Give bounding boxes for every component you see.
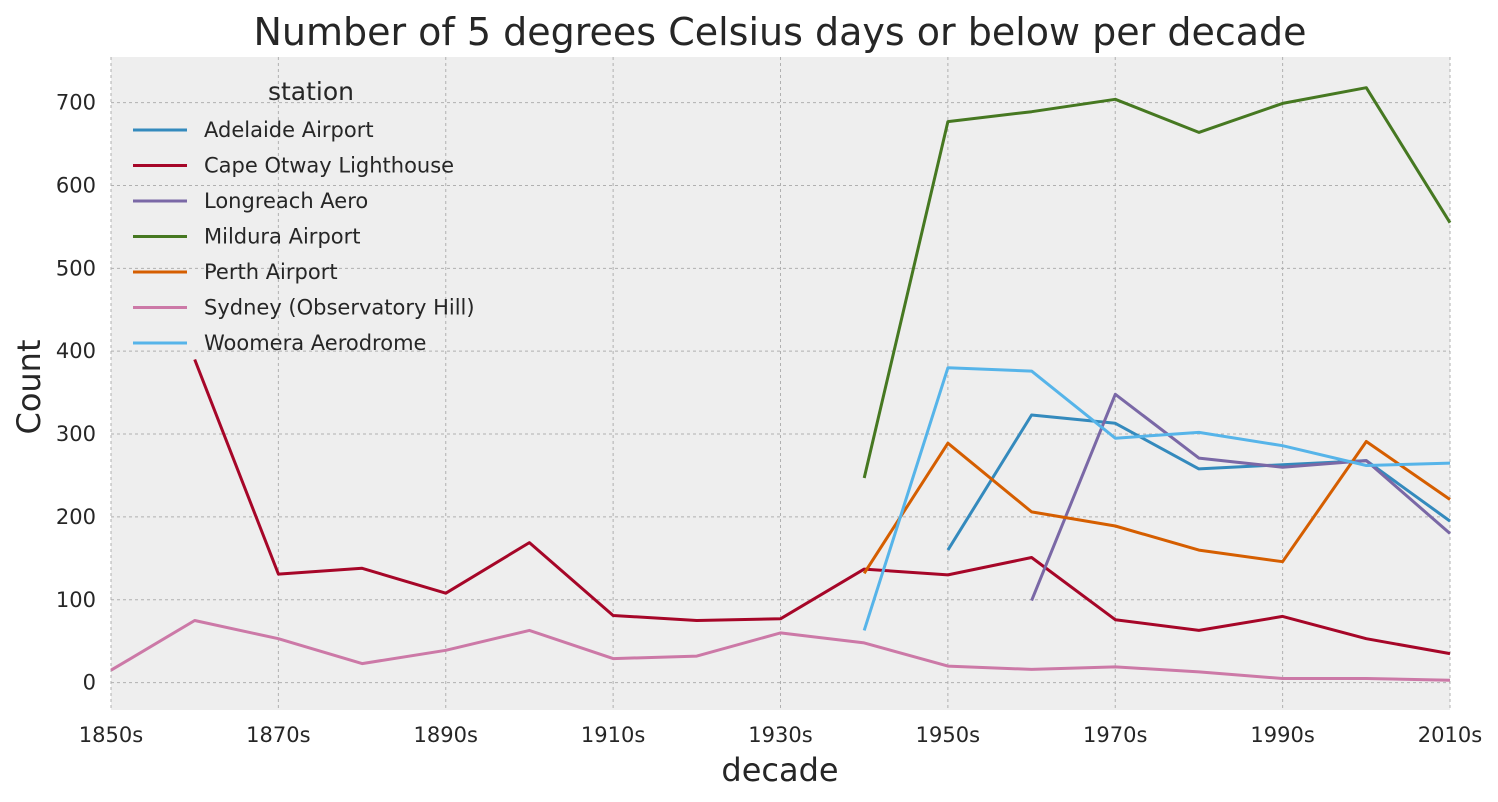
legend-label-cape-otway-lighthouse: Cape Otway Lighthouse — [204, 154, 454, 178]
y-tick-label: 0 — [83, 671, 96, 695]
x-tick-label: 1890s — [414, 723, 478, 747]
legend-label-woomera-aerodrome: Woomera Aerodrome — [204, 331, 426, 355]
y-tick-label: 700 — [56, 91, 96, 115]
series-lines — [110, 86, 1452, 682]
y-tick-label: 300 — [56, 422, 96, 446]
x-tick-labels: 1850s 1870s 1890s 1910s 1930s 1950s 1970s 1990s… — [79, 723, 1482, 747]
y-axis-label: Count — [10, 339, 48, 434]
legend: station Adelaide Airport Cape Otway Light… — [133, 77, 475, 355]
series-line-woomera-aerodrome — [862, 366, 1451, 631]
x-tick-label: 1970s — [1083, 723, 1147, 747]
legend-label-sydney-observatory-hill: Sydney (Observatory Hill) — [204, 296, 475, 320]
chart-title: Number of 5 degrees Celsius days or belo… — [253, 10, 1306, 54]
series-line-cape-otway-lighthouse — [193, 358, 1451, 656]
y-tick-label: 600 — [56, 173, 96, 197]
x-tick-label: 1990s — [1250, 723, 1314, 747]
x-tick-label: 1870s — [246, 723, 310, 747]
series-line-mildura-airport — [862, 86, 1452, 479]
x-tick-label: 1910s — [581, 723, 645, 747]
series-line-sydney-observatory-hill — [110, 619, 1451, 682]
y-tick-label: 100 — [56, 588, 96, 612]
x-axis-label: decade — [721, 751, 838, 789]
legend-label-perth-airport: Perth Airport — [204, 260, 338, 284]
x-tick-label: 1850s — [79, 723, 143, 747]
legend-label-longreach-aero: Longreach Aero — [204, 189, 368, 213]
y-tick-labels: 0 100 200 300 400 500 600 700 — [56, 91, 96, 695]
legend-title: station — [268, 77, 354, 106]
x-tick-label: 2010s — [1418, 723, 1482, 747]
y-tick-label: 500 — [56, 256, 96, 280]
y-tick-label: 200 — [56, 505, 96, 529]
x-tick-label: 1950s — [916, 723, 980, 747]
legend-label-mildura-airport: Mildura Airport — [204, 225, 361, 249]
grid — [110, 57, 1451, 710]
legend-label-adelaide-airport: Adelaide Airport — [204, 118, 374, 142]
x-tick-label: 1930s — [748, 723, 812, 747]
y-tick-label: 400 — [56, 339, 96, 363]
